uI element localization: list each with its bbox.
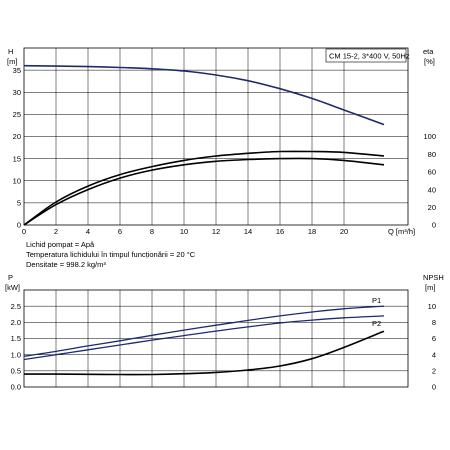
bottom-grid [24, 290, 408, 387]
bottom-y-tick-4: 2.0 [11, 318, 21, 327]
top-series-line-1 [23, 157, 385, 226]
top-right-tick-0: 0 [432, 221, 436, 230]
top-grid [24, 48, 408, 225]
bottom-right-tick-3: 6 [432, 334, 436, 343]
top-y-tick-1: 5 [17, 199, 21, 208]
fluid-info-density: Densitate = 998.2 kg/m³ [26, 260, 106, 269]
top-series [23, 64, 385, 226]
top-series-line-2 [23, 150, 385, 226]
bottom-right-tick-labels: 0 2 4 6 8 10 [428, 302, 436, 392]
bottom-y-tick-0: 0.0 [11, 383, 21, 392]
x-axis-label-bg [386, 226, 426, 236]
top-x-tick-2: 4 [86, 227, 90, 236]
bottom-plot-frame [23, 289, 409, 388]
bottom-y-tick-labels: 0.0 0.5 1.0 1.5 2.0 2.5 [11, 302, 21, 392]
top-x-tick-labels: 0 2 4 6 8 10 12 14 16 18 20 [22, 227, 348, 236]
top-right-axis-label: eta [423, 47, 434, 56]
top-y-tick-7: 35 [13, 66, 21, 75]
chart-title-box [325, 48, 407, 63]
top-right-tick-labels: 0 20 40 60 80 100 [423, 132, 436, 230]
bottom-y-tick-2: 1.0 [11, 350, 21, 359]
top-x-tick-4: 8 [150, 227, 154, 236]
top-right-tick-4: 80 [428, 150, 436, 159]
fluid-info-temperature: Temperatura lichidului în timpul funcțio… [26, 250, 196, 259]
bottom-right-tick-2: 4 [432, 350, 436, 359]
top-y-tick-2: 10 [13, 176, 21, 185]
top-right-tick-3: 60 [428, 168, 436, 177]
chart-title: CM 15-2, 3*400 V, 50Hz [329, 52, 410, 61]
top-plot-frame [23, 47, 409, 226]
top-right-tick-2: 40 [428, 185, 436, 194]
bottom-right-axis-label: NPSH [423, 273, 444, 282]
bottom-series-line-1 [23, 315, 385, 361]
series-label-p1: P1 [372, 296, 381, 305]
bottom-y-tick-1: 0.5 [11, 367, 21, 376]
top-y-tick-5: 25 [13, 110, 21, 119]
top-y-tick-labels: 0 5 10 15 20 25 30 35 [13, 66, 21, 230]
bottom-y-axis-unit: [kW] [5, 283, 20, 292]
series-label-p2: P2 [372, 319, 381, 328]
fluid-info-liquid: Lichid pompat = Apă [26, 240, 95, 249]
top-x-tick-8: 16 [276, 227, 284, 236]
top-right-tick-5: 100 [423, 132, 436, 141]
head-efficiency-chart: 0 2 4 6 8 10 12 14 16 18 20 0 5 10 15 20 25 30 35 0 20 40 60… [7, 47, 436, 236]
top-y-tick-6: 30 [13, 88, 21, 97]
bottom-right-tick-5: 10 [428, 302, 436, 311]
bottom-right-tick-0: 0 [432, 383, 436, 392]
power-npsh-chart: 0.0 0.5 1.0 1.5 2.0 2.5 0 2 4 6 8 10 P [kW] NPSH [… [5, 273, 444, 392]
bottom-right-tick-1: 2 [432, 367, 436, 376]
top-series-line-0 [23, 64, 385, 126]
top-x-tick-5: 10 [180, 227, 188, 236]
top-x-tick-0: 0 [22, 227, 26, 236]
top-y-tick-0: 0 [17, 221, 21, 230]
bottom-y-axis-label: P [8, 273, 13, 282]
bottom-y-tick-5: 2.5 [11, 302, 21, 311]
top-y-tick-3: 15 [13, 154, 21, 163]
top-x-tick-1: 2 [54, 227, 58, 236]
top-x-tick-9: 18 [308, 227, 316, 236]
top-x-tick-6: 12 [212, 227, 220, 236]
top-y-tick-4: 20 [13, 132, 21, 141]
bottom-y-tick-3: 1.5 [11, 334, 21, 343]
fluid-info: Lichid pompat = Apă Temperatura lichidul… [26, 240, 196, 269]
top-x-tick-3: 6 [118, 227, 122, 236]
bottom-series-line-2 [23, 330, 385, 376]
bottom-series-line-0 [23, 305, 385, 357]
bottom-series [23, 305, 385, 376]
top-right-axis-unit: [%] [424, 57, 435, 66]
bottom-right-tick-4: 8 [432, 318, 436, 327]
top-y-axis-unit: [m] [7, 57, 17, 66]
top-x-tick-7: 14 [244, 227, 252, 236]
top-x-tick-10: 20 [340, 227, 348, 236]
top-y-axis-label: H [8, 47, 13, 56]
top-right-tick-1: 20 [428, 203, 436, 212]
x-axis-label: Q [m³/h] [388, 227, 415, 236]
bottom-right-axis-unit: [m] [425, 283, 435, 292]
